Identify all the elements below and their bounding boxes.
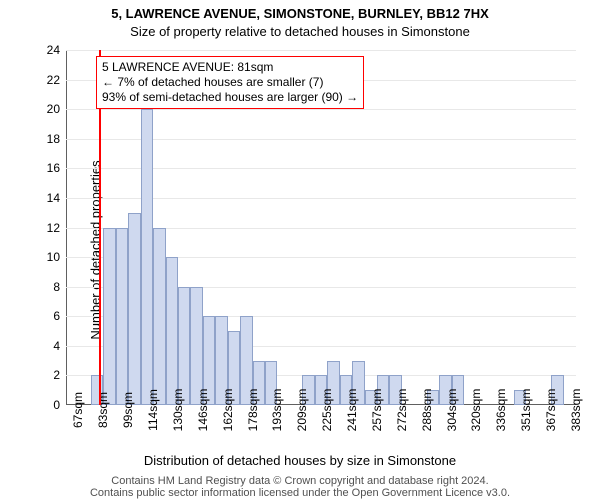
x-tick-label: 288sqm <box>420 389 434 432</box>
y-tick-label: 2 <box>53 368 60 382</box>
x-tick-label: 178sqm <box>246 389 260 432</box>
annotation-line: 5 LAWRENCE AVENUE: 81sqm <box>102 60 358 75</box>
x-tick-label: 99sqm <box>121 392 135 428</box>
attribution-line-1: Contains HM Land Registry data © Crown c… <box>0 475 600 488</box>
y-tick-label: 14 <box>47 191 60 205</box>
y-tick-label: 24 <box>47 43 60 57</box>
histogram-bar <box>103 228 115 406</box>
histogram-bar <box>178 287 190 405</box>
y-tick-label: 18 <box>47 132 60 146</box>
attribution-line-2: Contains public sector information licen… <box>0 487 600 500</box>
x-tick-label: 193sqm <box>270 389 284 432</box>
y-tick-label: 8 <box>53 280 60 294</box>
x-tick-label: 146sqm <box>196 389 210 432</box>
x-tick-label: 320sqm <box>469 389 483 432</box>
x-tick-label: 241sqm <box>345 389 359 432</box>
x-tick-label: 257sqm <box>370 389 384 432</box>
subtitle-text: Size of property relative to detached ho… <box>130 24 470 39</box>
annotation-line: 93% of semi-detached houses are larger (… <box>102 90 358 105</box>
x-tick-label: 272sqm <box>395 389 409 432</box>
x-tick-label: 67sqm <box>71 392 85 428</box>
plot-area: 02468101214161820222467sqm83sqm99sqm114s… <box>66 50 576 405</box>
y-tick-label: 22 <box>47 73 60 87</box>
x-tick-label: 162sqm <box>221 389 235 432</box>
x-tick-label: 114sqm <box>146 389 160 431</box>
y-tick-label: 12 <box>47 221 60 235</box>
x-axis-label: Distribution of detached houses by size … <box>0 453 600 468</box>
histogram-bar <box>128 213 140 405</box>
histogram-bar <box>116 228 128 406</box>
histogram-bar <box>166 257 178 405</box>
chart-subtitle: Size of property relative to detached ho… <box>0 24 600 39</box>
x-tick-label: 304sqm <box>445 389 459 432</box>
annotation-line: ← 7% of detached houses are smaller (7) <box>102 75 358 90</box>
y-tick-label: 4 <box>53 339 60 353</box>
y-tick-label: 20 <box>47 102 60 116</box>
x-tick-label: 209sqm <box>295 389 309 432</box>
y-tick-label: 0 <box>53 398 60 412</box>
chart-title: 5, LAWRENCE AVENUE, SIMONSTONE, BURNLEY,… <box>0 6 600 21</box>
title-text: 5, LAWRENCE AVENUE, SIMONSTONE, BURNLEY,… <box>111 6 489 21</box>
y-tick-label: 10 <box>47 250 60 264</box>
x-tick-label: 351sqm <box>519 389 533 432</box>
histogram-bar <box>190 287 202 405</box>
annotation-box: 5 LAWRENCE AVENUE: 81sqm← 7% of detached… <box>96 56 364 109</box>
histogram-bar <box>141 109 153 405</box>
y-tick-label: 16 <box>47 161 60 175</box>
attribution: Contains HM Land Registry data © Crown c… <box>0 475 600 500</box>
x-tick-label: 130sqm <box>171 389 185 432</box>
x-tick-label: 336sqm <box>494 389 508 432</box>
x-tick-label: 225sqm <box>320 389 334 432</box>
gridline <box>66 50 576 51</box>
y-tick-label: 6 <box>53 309 60 323</box>
x-tick-label: 367sqm <box>544 389 558 432</box>
histogram-bar <box>153 228 165 406</box>
x-tick-label: 383sqm <box>569 389 583 432</box>
